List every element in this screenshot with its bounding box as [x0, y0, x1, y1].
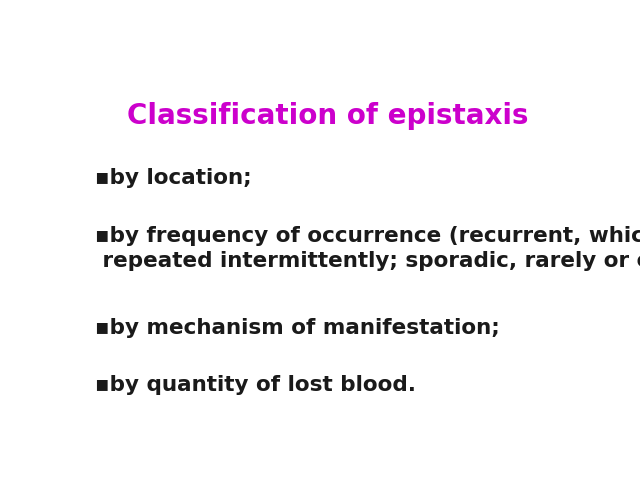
- Text: ▪by mechanism of manifestation;: ▪by mechanism of manifestation;: [95, 318, 500, 338]
- Text: ▪by frequency of occurrence (recurrent, which is
 repeated intermittently; spora: ▪by frequency of occurrence (recurrent, …: [95, 226, 640, 271]
- Text: ▪by location;: ▪by location;: [95, 168, 252, 189]
- Text: ▪by quantity of lost blood.: ▪by quantity of lost blood.: [95, 375, 416, 396]
- Text: Classification of epistaxis: Classification of epistaxis: [127, 102, 529, 130]
